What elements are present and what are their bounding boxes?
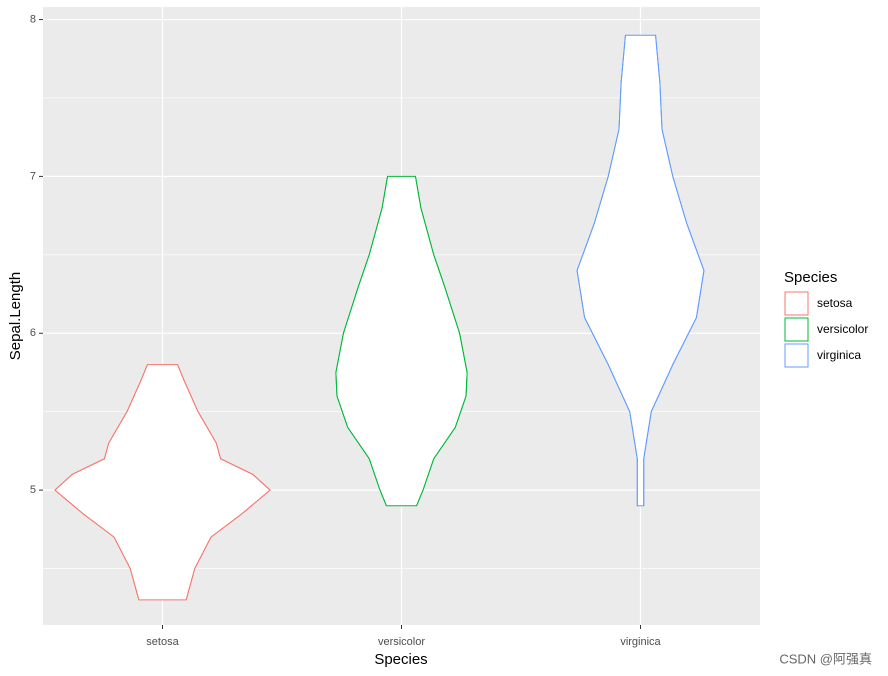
- violin-right: [414, 176, 468, 506]
- legend-key: [784, 291, 809, 316]
- y-axis-title: Sepal.Length: [7, 272, 24, 360]
- legend-label: setosa: [817, 296, 853, 310]
- y-tick-label: 8: [30, 13, 36, 25]
- y-tick-label: 7: [30, 170, 36, 182]
- violin-right: [177, 364, 271, 601]
- x-tick-label: virginica: [620, 636, 661, 648]
- legend-label: versicolor: [817, 322, 868, 336]
- x-tick-label: versicolor: [378, 636, 425, 648]
- x-axis-title: Species: [374, 651, 427, 668]
- watermark: CSDN @阿强真: [779, 651, 872, 666]
- y-tick-label: 6: [30, 327, 36, 339]
- violin-right: [643, 35, 705, 506]
- legend-key: [784, 317, 809, 342]
- legend-title: Species: [784, 269, 837, 286]
- violin-left: [335, 176, 389, 506]
- legend-key: [784, 343, 809, 368]
- x-tick-label: setosa: [146, 636, 179, 648]
- violin-left: [54, 364, 148, 601]
- violin-left: [576, 35, 638, 506]
- y-tick-label: 5: [30, 484, 36, 496]
- legend-label: virginica: [817, 348, 861, 362]
